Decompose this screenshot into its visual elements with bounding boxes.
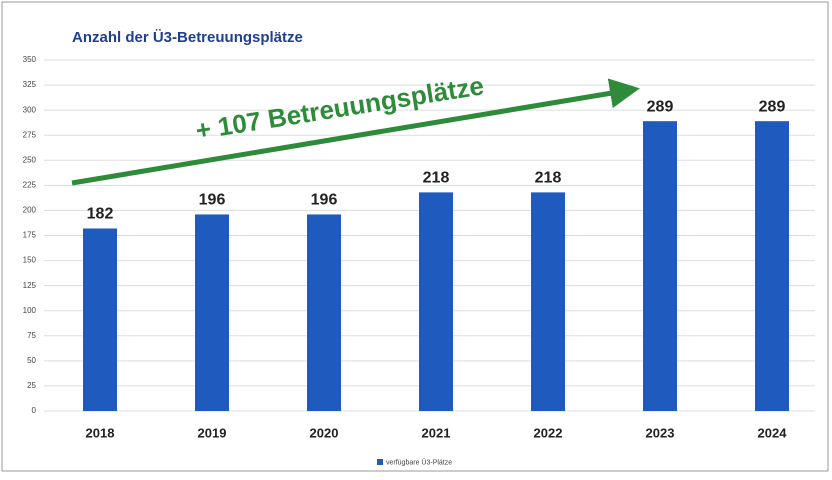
chart-border [1,1,829,472]
bar [307,214,341,411]
y-tick-label: 225 [23,180,37,189]
trend-arrow [71,78,640,186]
bar [643,121,677,411]
legend-swatch [377,459,383,465]
bar [755,121,789,411]
data-label: 196 [199,192,226,209]
bar [83,228,117,411]
data-label: 196 [311,192,338,209]
x-tick-label: 2022 [534,425,563,440]
y-tick-label: 50 [27,356,36,365]
data-label: 182 [87,206,114,223]
y-tick-label: 100 [23,306,37,315]
y-tick-label: 150 [23,256,37,265]
data-label: 289 [759,98,786,115]
bar [531,192,565,411]
y-tick-label: 175 [23,231,37,240]
data-label: 218 [423,170,450,187]
y-tick-label: 75 [27,331,36,340]
x-tick-label: 2018 [86,425,115,440]
data-label: 289 [647,98,674,115]
y-tick-label: 25 [27,381,36,390]
x-tick-label: 2021 [422,425,451,440]
y-tick-label: 300 [23,105,37,114]
y-tick-label: 325 [23,80,37,89]
y-tick-label: 250 [23,155,37,164]
chart-title: Anzahl der Ü3-Betreuungsplätze [72,29,303,46]
x-tick-label: 2020 [310,425,339,440]
bar [195,214,229,411]
y-tick-label: 275 [23,130,37,139]
data-label: 218 [535,170,562,187]
y-tick-label: 200 [23,206,37,215]
y-tick-label: 125 [23,281,37,290]
legend-label: verfügbare Ü3-Plätze [386,458,452,466]
x-tick-label: 2019 [198,425,227,440]
y-tick-label: 350 [23,55,37,64]
x-tick-label: 2023 [646,425,675,440]
bar [419,192,453,411]
y-tick-label: 0 [32,406,37,415]
x-tick-label: 2024 [758,425,788,440]
